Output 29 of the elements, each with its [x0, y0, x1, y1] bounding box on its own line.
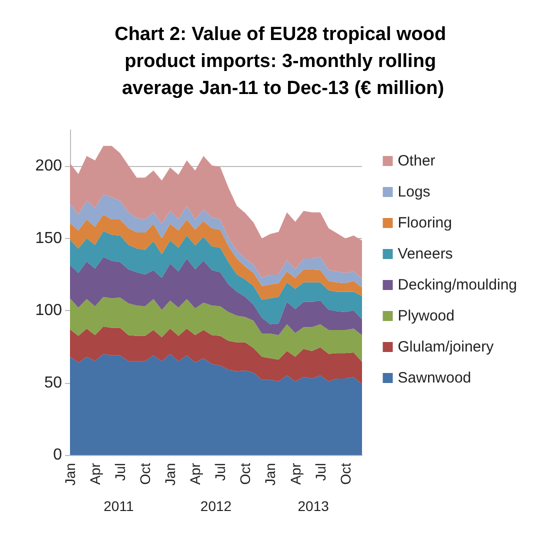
legend-label: Decking/moulding: [398, 276, 518, 294]
legend-label: Sawnwood: [398, 370, 472, 386]
x-tick-label: Jul: [312, 463, 328, 481]
y-tick-label: 150: [35, 230, 62, 247]
x-tick-label: Apr: [287, 462, 304, 485]
legend-label: Flooring: [398, 214, 452, 232]
x-tick-label: Oct: [337, 462, 354, 485]
legend-label: Logs: [398, 184, 430, 200]
text: 2011: [104, 498, 134, 514]
text: 2012: [200, 498, 232, 514]
text: 2013: [298, 498, 330, 514]
legend-label: Other: [398, 152, 436, 170]
x-tick-label: Oct: [237, 462, 254, 485]
legend-label: Veneers: [398, 246, 453, 262]
x-tick-label: Jan: [262, 463, 278, 486]
y-tick-label: 0: [53, 446, 62, 464]
y-tick-label: 100: [35, 302, 62, 320]
x-tick-label: Jan: [62, 463, 78, 486]
x-tick-label: Apr: [187, 462, 204, 485]
y-tick-label: 50: [44, 374, 62, 392]
chart-title: Chart 2: Value of EU28 tropical wood product imports: 3-monthly rolling average Jan-11 to Dec-13 (€ million): [114, 24, 452, 99]
x-tick-label: Jan: [162, 463, 178, 486]
x-tick-label: Apr: [87, 462, 104, 485]
x-tick-label: Jul: [212, 463, 228, 481]
legend-label: Plywood: [398, 308, 454, 324]
y-tick-label: 200: [35, 158, 62, 175]
x-tick-label: Oct: [137, 462, 154, 485]
x-tick-label: Jul: [112, 463, 128, 481]
legend-label: Glulam/joinery: [398, 338, 494, 356]
